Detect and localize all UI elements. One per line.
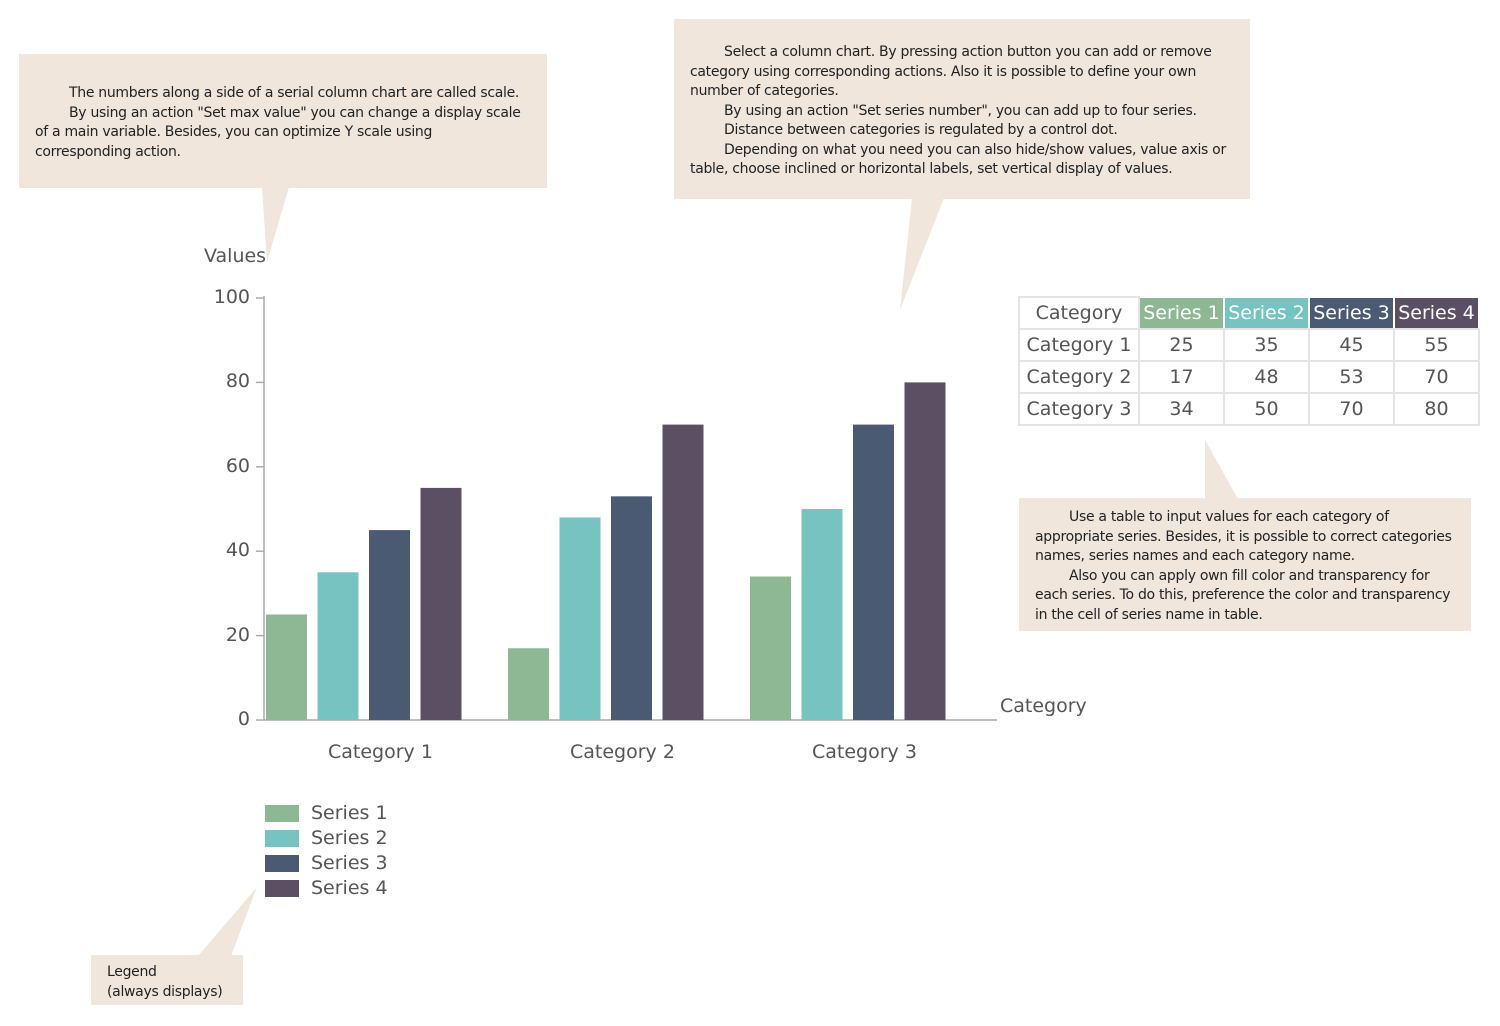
bar-series-3-category-3 — [853, 424, 894, 720]
table-cell[interactable]: Category 2 — [1018, 360, 1140, 394]
x-tick-label: Category 2 — [570, 741, 675, 763]
y-tick-label: 80 — [225, 370, 250, 393]
table-cell[interactable]: 17 — [1138, 360, 1225, 394]
callout-text: Use a table to input values for each cat… — [1035, 509, 1452, 564]
y-tick-label: 40 — [225, 539, 250, 562]
y-tick-label: 20 — [225, 623, 250, 646]
table-header-category[interactable]: Category — [1018, 296, 1140, 330]
table-header-series-3[interactable]: Series 3 — [1308, 296, 1395, 330]
legend-swatch — [265, 854, 299, 872]
table-cell[interactable]: 25 — [1138, 328, 1225, 362]
table-cell[interactable]: 55 — [1393, 328, 1480, 362]
table-cell[interactable]: 70 — [1393, 360, 1480, 394]
callout-pointer — [1205, 440, 1238, 499]
table-cell[interactable]: 34 — [1138, 392, 1225, 426]
table-cell[interactable]: 70 — [1308, 392, 1395, 426]
legend-callout: Legend (always displays) — [91, 955, 243, 1005]
callout-pointer — [262, 187, 289, 262]
y-tick-label: 100 — [213, 286, 250, 308]
table-cell[interactable]: 53 — [1308, 360, 1395, 394]
table-cell[interactable]: 50 — [1223, 392, 1310, 426]
callout-pointer — [900, 198, 944, 310]
bar-series-2-category-2 — [559, 517, 601, 720]
table-callout: Use a table to input values for each cat… — [1019, 498, 1471, 631]
legend-label: Series 3 — [311, 852, 388, 874]
bar-series-1-category-1 — [266, 614, 307, 720]
legend-label: Series 2 — [311, 827, 388, 849]
x-axis-title: Category — [1000, 695, 1087, 717]
column-callout: Select a column chart. By pressing actio… — [674, 19, 1250, 199]
y-tick-label: 0 — [237, 708, 250, 730]
bar-series-2-category-3 — [801, 509, 843, 720]
callout-text: Also you can apply own fill color and tr… — [1035, 567, 1451, 623]
data-table: Category Series 1 Series 2 Series 3 Seri… — [1018, 296, 1480, 426]
callout-text: Distance between categories is regulated… — [724, 122, 1118, 138]
callout-pointer — [198, 887, 257, 956]
table-cell[interactable]: 35 — [1223, 328, 1310, 362]
scale-callout: The numbers along a side of a serial col… — [19, 54, 547, 188]
table-row: Category 3 34 50 70 80 — [1018, 392, 1480, 426]
bar-series-1-category-2 — [508, 648, 549, 720]
x-tick-label: Category 3 — [812, 741, 917, 763]
y-tick-label: 60 — [225, 454, 250, 477]
bar-series-3-category-2 — [611, 496, 652, 720]
legend-label: Series 1 — [311, 802, 388, 824]
legend-item-series-1: Series 1 — [265, 802, 388, 824]
bar-series-4-category-2 — [662, 424, 704, 720]
callout-text: By using an action "Set series number", … — [724, 102, 1197, 119]
legend-swatch — [265, 829, 299, 847]
callout-text: Select a column chart. By pressing actio… — [690, 44, 1212, 99]
table-header-series-2[interactable]: Series 2 — [1223, 296, 1310, 330]
callout-text: By using an action "Set max value" you c… — [35, 104, 521, 160]
x-tick-label: Category 1 — [328, 741, 433, 763]
legend-swatch — [265, 879, 299, 897]
legend-swatch — [265, 804, 299, 822]
bar-series-1-category-3 — [750, 576, 791, 720]
bar-series-4-category-1 — [420, 487, 462, 720]
table-cell[interactable]: 45 — [1308, 328, 1395, 362]
table-header-series-1[interactable]: Series 1 — [1138, 296, 1225, 330]
callout-text: The numbers along a side of a serial col… — [69, 85, 520, 101]
callout-text: (always displays) — [107, 983, 223, 1000]
table-row: Category 2 17 48 53 70 — [1018, 360, 1480, 394]
bar-series-4-category-3 — [904, 382, 946, 720]
table-cell[interactable]: Category 3 — [1018, 392, 1140, 426]
table-cell[interactable]: 48 — [1223, 360, 1310, 394]
table-header-series-4[interactable]: Series 4 — [1393, 296, 1480, 330]
callout-text: Legend — [107, 964, 157, 980]
bar-series-3-category-1 — [369, 530, 410, 720]
callout-text: Depending on what you need you can also … — [690, 141, 1226, 178]
bar-series-2-category-1 — [317, 572, 359, 720]
legend-item-series-2: Series 2 — [265, 827, 388, 849]
table-cell[interactable]: Category 1 — [1018, 328, 1140, 362]
legend-item-series-3: Series 3 — [265, 852, 388, 874]
legend-item-series-4: Series 4 — [265, 877, 388, 899]
legend-label: Series 4 — [311, 877, 388, 899]
y-axis-title: Values — [204, 245, 267, 267]
table-cell[interactable]: 80 — [1393, 392, 1480, 426]
table-row: Category 1 25 35 45 55 — [1018, 328, 1480, 362]
